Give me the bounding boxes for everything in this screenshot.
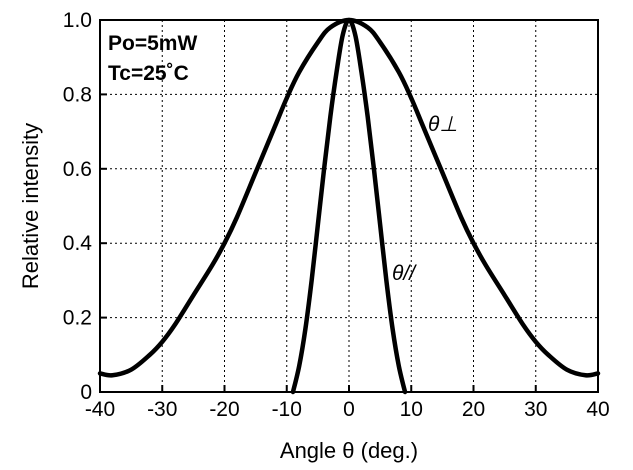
y-axis-title: Relative intensity: [18, 123, 43, 289]
x-tick-label: -10: [272, 398, 302, 421]
x-tick-label: 40: [586, 398, 609, 421]
x-tick-label: -20: [209, 398, 239, 421]
series-label-theta-perp: θ⊥: [428, 113, 458, 136]
annotation-power: Po=5mW: [108, 32, 197, 55]
x-tick-label: 0: [343, 398, 355, 421]
x-tick-label: 10: [400, 398, 423, 421]
y-tick-label: 0.2: [63, 307, 92, 330]
series-label-theta-parallel: θ//: [392, 262, 417, 285]
x-tick-label: -40: [85, 398, 115, 421]
y-tick-label: 0.8: [63, 83, 92, 106]
y-tick-label: 0: [80, 381, 92, 404]
y-tick-label: 0.4: [63, 232, 93, 255]
x-tick-label: 20: [462, 398, 485, 421]
x-tick-label: -30: [147, 398, 177, 421]
x-axis-title: Angle θ (deg.): [280, 438, 418, 463]
grid-layer: [100, 20, 598, 392]
y-tick-label: 0.6: [63, 158, 92, 181]
x-tick-label: 30: [524, 398, 547, 421]
tick-layer: -40 -30 -20 -10 0 10 20 30 40 0 0.2 0.4 0.6 0.8 1.0: [63, 9, 610, 421]
annotation-temperature: Tc=25˚C: [108, 62, 189, 85]
y-tick-label: 1.0: [63, 9, 92, 32]
